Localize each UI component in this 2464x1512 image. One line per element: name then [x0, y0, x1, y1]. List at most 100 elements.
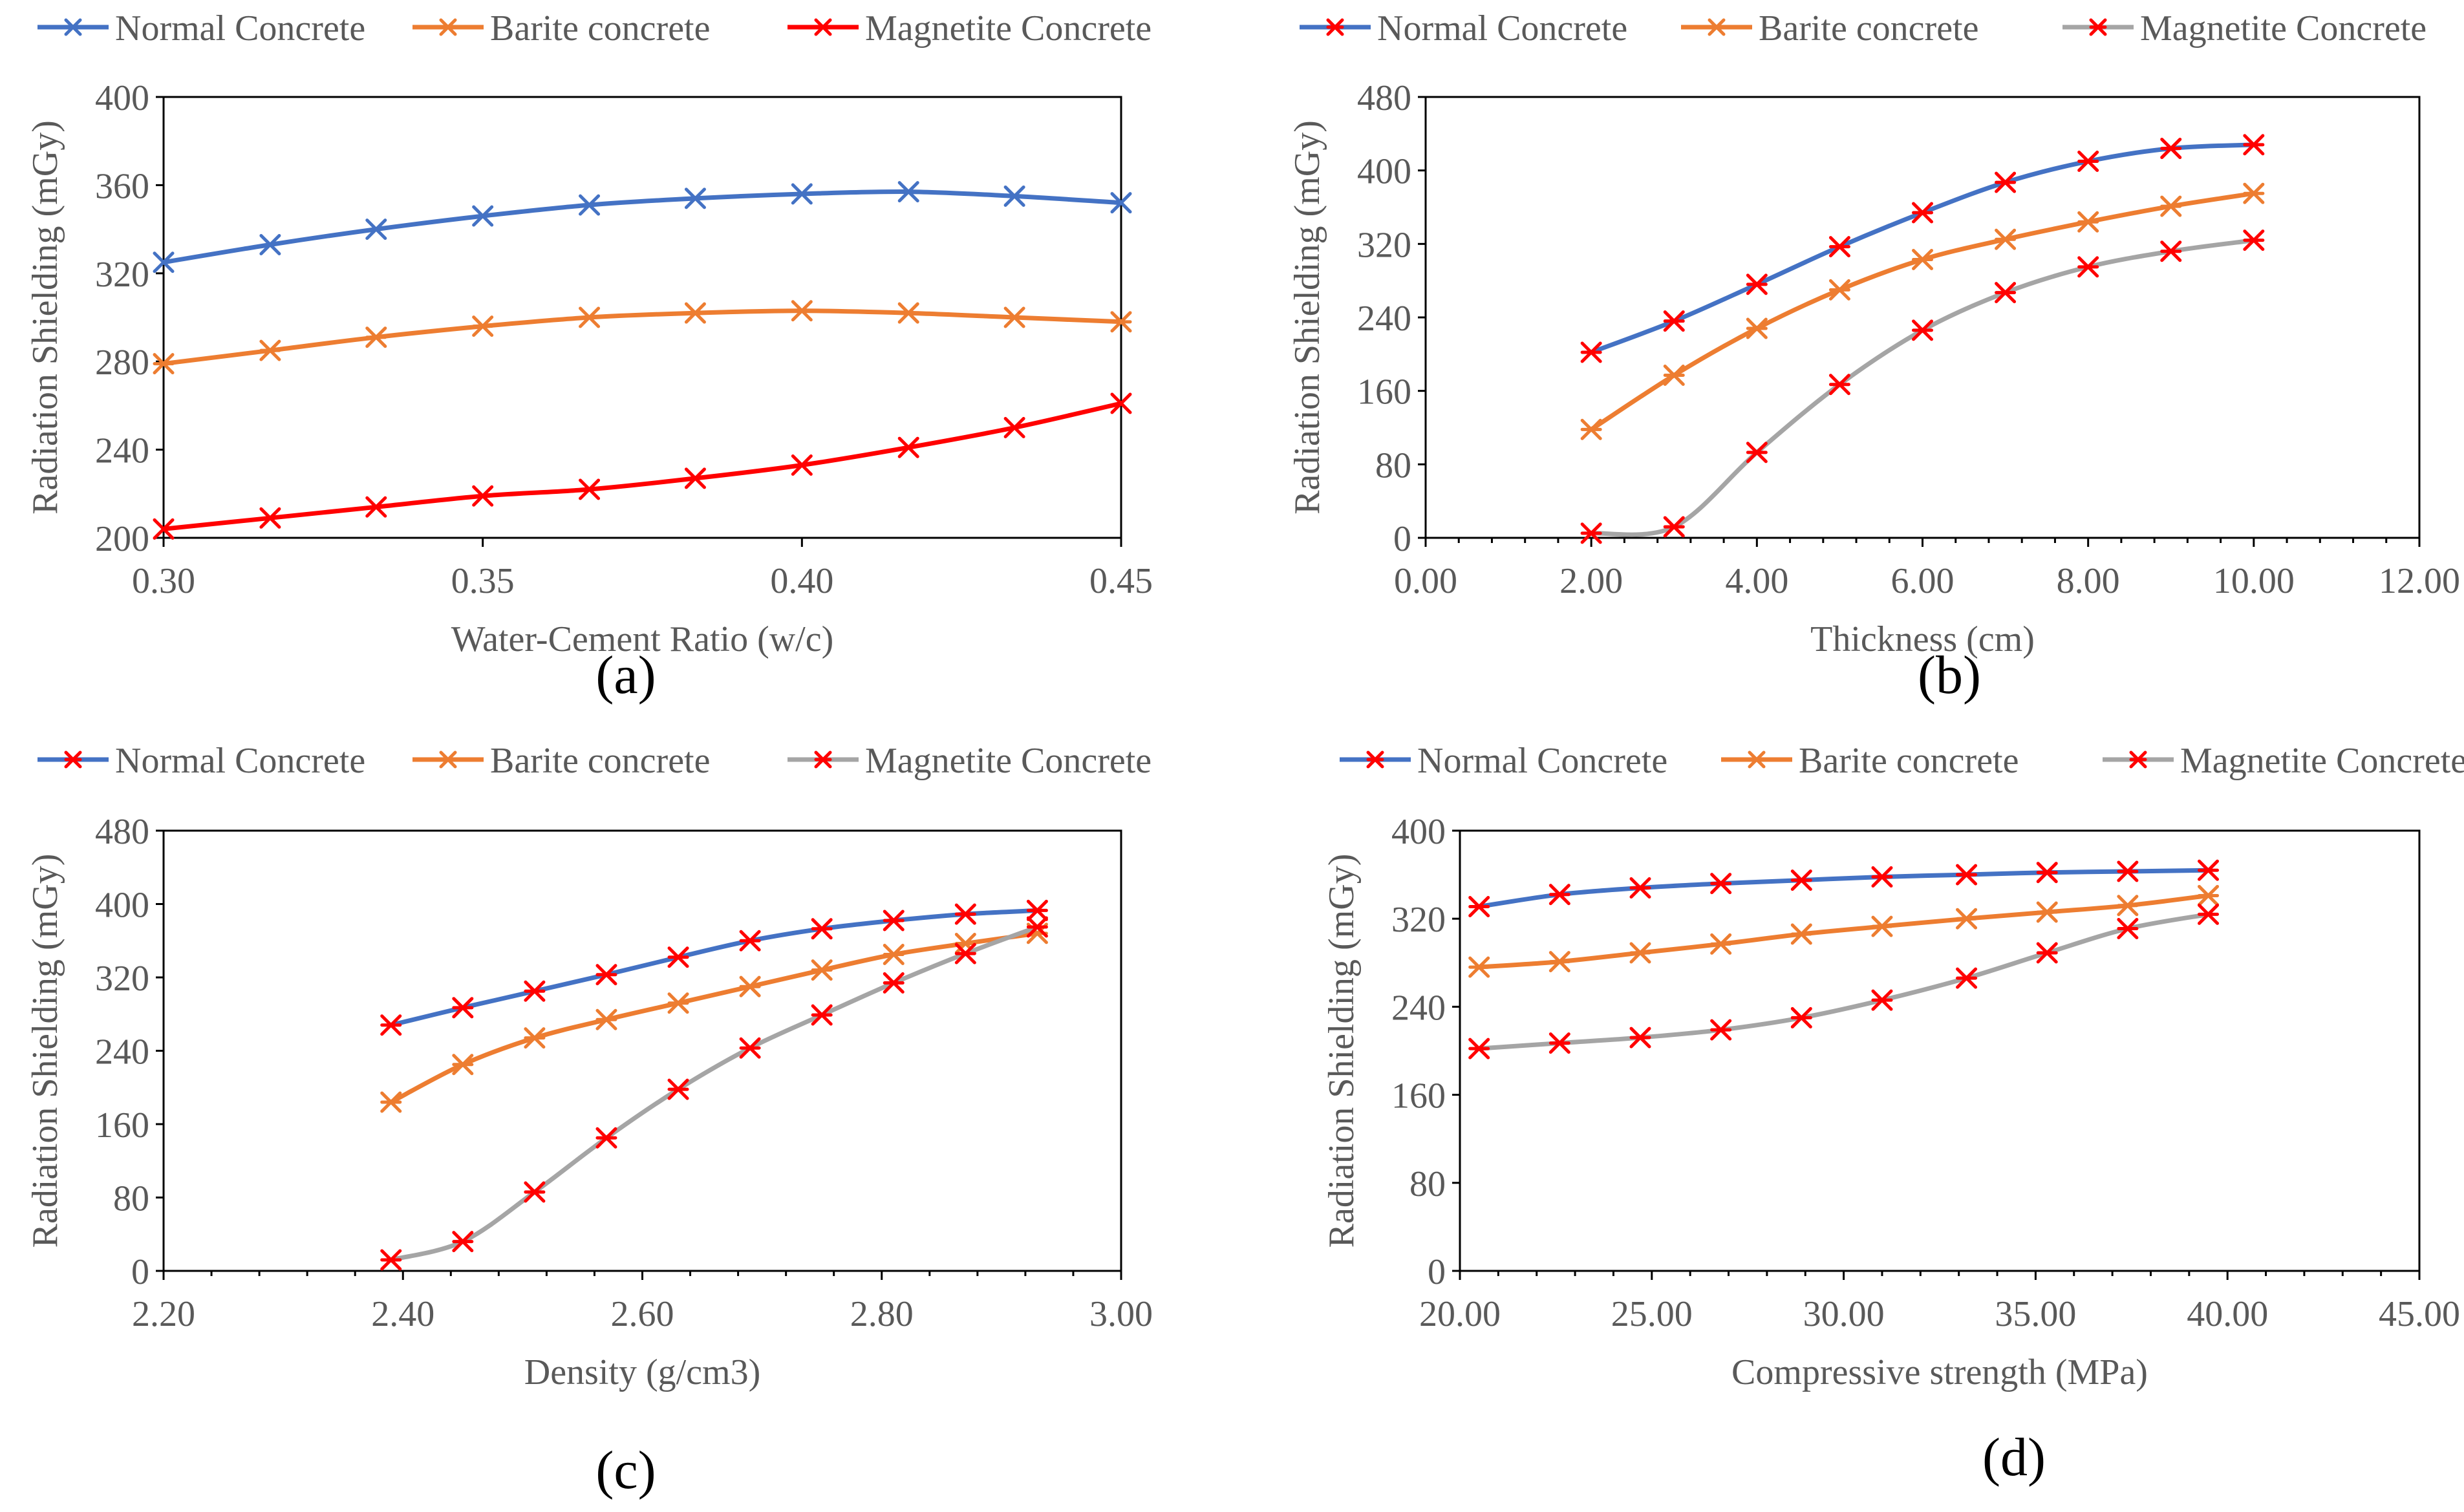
- data-point: [1828, 279, 1850, 301]
- legend-label: Barite concrete: [1799, 741, 2019, 781]
- data-point: [259, 339, 281, 361]
- data-point: [1110, 192, 1132, 214]
- x-axis-label: Density (g/cm3): [524, 1352, 760, 1392]
- series-2: [1468, 884, 2220, 978]
- panel-d: 0 80 160 240 320 400 20.00 25.00 30.00 35.00 40.00…: [1322, 741, 2464, 1392]
- data-point: [2160, 240, 2182, 262]
- data-point: [1629, 1027, 1651, 1049]
- x-axis-label: Compressive strength (MPa): [1731, 1352, 2148, 1392]
- y-tick-label: 360: [95, 166, 149, 206]
- data-point: [524, 980, 546, 1002]
- data-point: [1746, 442, 1768, 463]
- legend-label: Normal Concrete: [115, 8, 365, 48]
- data-point: [1871, 915, 1893, 937]
- y-axis-label: Radiation Shielding (mGy): [25, 120, 65, 515]
- data-point: [579, 306, 601, 328]
- captions: (a) (b) (c) (d): [595, 645, 2046, 1500]
- data-point: [1710, 1019, 1732, 1041]
- x-tick-label: 25.00: [1611, 1294, 1693, 1334]
- data-point: [1003, 185, 1025, 207]
- legend-label: Barite concrete: [490, 741, 710, 781]
- y-tick-label: 240: [1391, 988, 1446, 1028]
- data-point: [2117, 918, 2139, 940]
- series-line: [1477, 911, 2211, 1051]
- data-point: [897, 181, 919, 203]
- x-tick-label: 30.00: [1803, 1294, 1885, 1334]
- series-line: [389, 931, 1040, 1105]
- x-tick-label: 12.00: [2379, 561, 2460, 601]
- data-point: [259, 507, 281, 529]
- data-point: [1871, 989, 1893, 1011]
- plot-area: [1459, 829, 2421, 1272]
- data-point: [897, 436, 919, 458]
- data-point: [1468, 895, 1490, 917]
- data-point: [1003, 417, 1025, 438]
- plot-area: [1424, 96, 2421, 539]
- series-1: [1468, 859, 2220, 917]
- y-tick-label: 160: [95, 1105, 149, 1145]
- data-point: [1710, 933, 1732, 955]
- data-point: [259, 233, 281, 255]
- y-tick-label: 240: [95, 431, 149, 471]
- series-line: [1589, 191, 2256, 432]
- x-tick-label: 0.45: [1089, 561, 1153, 601]
- caption-a: (a): [595, 645, 656, 705]
- series-1: [380, 899, 1048, 1036]
- y-tick-label: 80: [1375, 445, 1411, 485]
- data-point: [1828, 236, 1850, 258]
- data-point: [2198, 903, 2220, 925]
- series-line: [1477, 868, 2211, 909]
- data-point: [2198, 884, 2220, 906]
- data-point: [791, 183, 813, 205]
- y-tick-label: 320: [95, 255, 149, 295]
- x-tick-label: 0.40: [770, 561, 833, 601]
- x-tick-label: 8.00: [2057, 561, 2120, 601]
- data-point: [1995, 282, 2017, 304]
- x-tick-label: 6.00: [1891, 561, 1955, 601]
- legend-label: Magnetite Concrete: [2140, 8, 2427, 48]
- data-point: [897, 302, 919, 324]
- data-point: [1548, 884, 1570, 906]
- legend-marker: [64, 18, 82, 36]
- series-line: [389, 908, 1040, 1028]
- legend-marker: [814, 751, 832, 769]
- data-point: [1956, 908, 1978, 930]
- legend-marker: [1326, 18, 1344, 36]
- legend-marker: [2129, 751, 2147, 769]
- legend-marker: [439, 18, 457, 36]
- data-point: [2036, 901, 2058, 923]
- data-point: [684, 467, 706, 489]
- x-axis-label: Water-Cement Ratio (w/c): [451, 619, 833, 659]
- series-line: [161, 401, 1124, 531]
- data-point: [1580, 341, 1602, 363]
- x-tick-label: 2.80: [850, 1294, 914, 1334]
- data-point: [2036, 862, 2058, 884]
- data-point: [595, 1008, 617, 1030]
- data-point: [1629, 877, 1651, 899]
- legend-label: Barite concrete: [1759, 8, 1978, 48]
- data-point: [684, 302, 706, 324]
- data-point: [791, 454, 813, 476]
- data-point: [1790, 869, 1812, 891]
- caption-c: (c): [595, 1440, 656, 1500]
- x-tick-label: 2.00: [1559, 561, 1623, 601]
- data-point: [2243, 134, 2265, 156]
- series-3: [153, 392, 1132, 540]
- data-point: [739, 930, 761, 952]
- data-point: [1912, 319, 1933, 341]
- data-point: [472, 485, 494, 507]
- data-point: [472, 315, 494, 337]
- legend-label: Normal Concrete: [115, 741, 365, 781]
- data-point: [2160, 138, 2182, 160]
- legend-label: Magnetite Concrete: [865, 741, 1152, 781]
- x-tick-label: 0.00: [1394, 561, 1457, 601]
- data-point: [365, 496, 387, 518]
- series-line: [1589, 142, 2256, 355]
- data-point: [1580, 522, 1602, 544]
- data-point: [380, 1091, 402, 1113]
- legend-marker: [1366, 751, 1384, 769]
- data-point: [667, 992, 689, 1014]
- data-point: [2243, 182, 2265, 204]
- legend: Normal Concrete Barite concrete Magnetite …: [1340, 741, 2464, 781]
